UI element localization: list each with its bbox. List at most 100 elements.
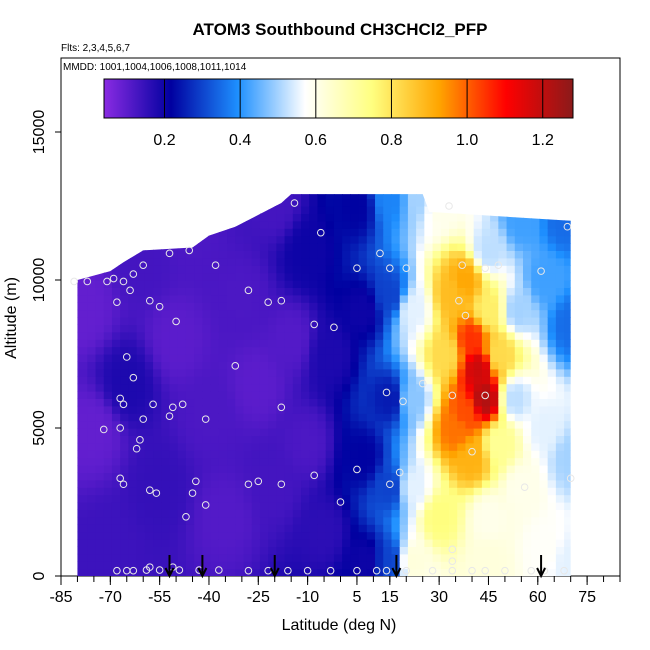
field-cell <box>457 428 467 436</box>
field-cell <box>136 494 146 503</box>
field-cell <box>202 472 212 481</box>
field-cell <box>358 457 368 466</box>
field-cell <box>161 280 171 288</box>
field-cell <box>333 398 343 407</box>
field-cell <box>144 302 154 311</box>
field-cell <box>87 502 97 510</box>
field-cell <box>375 194 384 200</box>
field-cell <box>218 450 228 459</box>
field-cell <box>506 294 516 303</box>
field-cell <box>481 509 491 518</box>
field-cell <box>399 309 409 318</box>
field-cell <box>185 361 195 370</box>
field-cell <box>514 457 524 466</box>
field-cell <box>136 383 146 392</box>
field-cell <box>539 546 549 555</box>
field-cell <box>506 391 516 399</box>
field-cell <box>350 250 360 259</box>
field-cell <box>161 391 171 399</box>
field-cell <box>284 309 294 318</box>
field-cell <box>342 479 351 488</box>
field-cell <box>153 339 162 348</box>
field-cell <box>506 302 516 311</box>
field-cell <box>416 531 425 540</box>
field-cell <box>490 257 499 266</box>
field-cell <box>111 553 121 562</box>
field-cell <box>333 213 343 222</box>
field-cell <box>194 391 203 399</box>
field-cell <box>317 509 327 518</box>
field-cell <box>235 250 245 259</box>
field-cell <box>432 494 442 503</box>
field-cell <box>457 280 467 288</box>
field-cell <box>514 553 524 562</box>
field-cell <box>144 265 154 274</box>
field-cell <box>531 368 541 377</box>
field-cell <box>144 331 154 340</box>
field-cell <box>473 376 483 385</box>
field-cell <box>235 420 245 429</box>
field-cell <box>103 435 113 444</box>
field-cell <box>490 287 499 296</box>
field-cell <box>416 487 425 496</box>
field-cell <box>284 398 294 407</box>
field-cell <box>514 235 524 244</box>
field-cell <box>153 302 162 311</box>
field-cell <box>87 324 97 333</box>
field-cell <box>424 487 434 496</box>
field-cell <box>358 243 368 251</box>
field-cell <box>202 280 212 288</box>
field-cell <box>317 346 327 355</box>
colorbar-tick-label: 0.6 <box>305 132 327 149</box>
field-cell <box>399 428 409 436</box>
sample-point <box>178 400 187 409</box>
field-cell <box>251 317 261 325</box>
field-cell <box>449 450 458 459</box>
field-cell <box>259 479 269 488</box>
field-cell <box>432 361 442 370</box>
field-cell <box>366 413 376 422</box>
field-cell <box>555 465 565 473</box>
sample-point <box>83 277 92 286</box>
field-cell <box>161 472 171 481</box>
field-cell <box>416 428 425 436</box>
field-cell <box>103 339 113 348</box>
field-cell <box>284 413 294 422</box>
field-cell <box>218 302 228 311</box>
field-cell <box>449 287 458 296</box>
field-cell <box>514 243 524 251</box>
field-cell <box>169 354 179 362</box>
field-cell <box>366 228 376 237</box>
field-cell <box>350 435 360 444</box>
field-cell <box>490 502 499 510</box>
field-cell <box>120 487 130 496</box>
field-cell <box>227 561 236 570</box>
field-cell <box>153 442 162 451</box>
field-cell <box>399 442 409 451</box>
field-cell <box>276 398 286 407</box>
field-cell <box>383 442 393 451</box>
field-cell <box>95 568 105 576</box>
field-cell <box>342 428 351 436</box>
field-cell <box>276 509 286 518</box>
field-cell <box>358 361 368 370</box>
field-cell <box>416 413 425 422</box>
field-cell <box>79 435 88 444</box>
sample-point <box>353 465 361 474</box>
field-cell <box>506 465 516 473</box>
field-cell <box>399 568 409 576</box>
field-cell <box>375 198 384 207</box>
field-cell <box>87 398 97 407</box>
sample-point <box>310 471 318 480</box>
field-cell <box>243 339 253 348</box>
field-cell <box>309 294 319 303</box>
field-cell <box>210 502 220 510</box>
x-tick-label: -40 <box>197 589 220 606</box>
field-cell <box>514 287 524 296</box>
field-cell <box>317 228 327 237</box>
field-cell <box>251 339 261 348</box>
field-cell <box>333 228 343 237</box>
field-cell <box>375 487 384 496</box>
sample-point <box>129 373 138 382</box>
field-cell <box>498 309 508 318</box>
